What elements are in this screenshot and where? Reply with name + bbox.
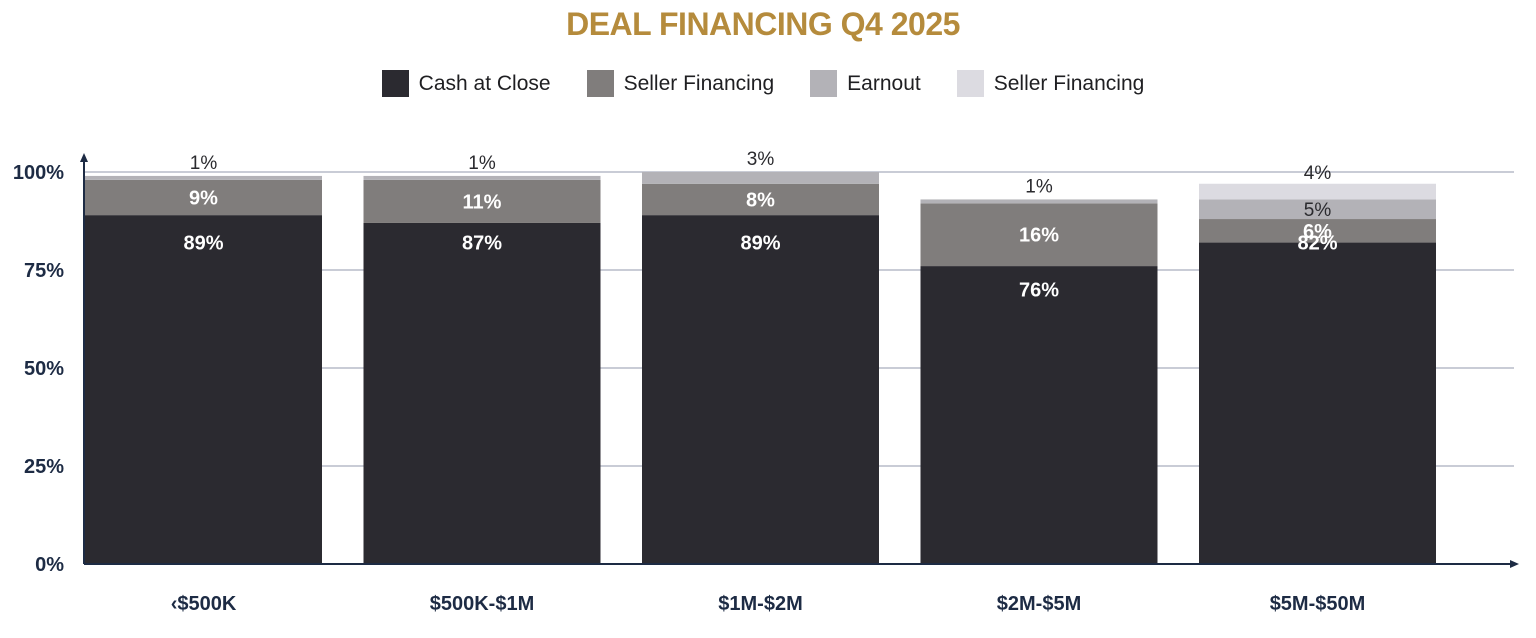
- bar-segment: [920, 199, 1158, 204]
- legend: Cash at Close Seller Financing Earnout Sell…: [0, 70, 1526, 97]
- data-label: 6%: [1303, 221, 1332, 243]
- x-tick-label: ‹$500K: [171, 593, 237, 615]
- legend-label: Cash at Close: [418, 71, 551, 95]
- x-axis-arrow: [1510, 560, 1519, 568]
- data-label: 5%: [1304, 200, 1332, 221]
- legend-swatch: [381, 70, 409, 97]
- data-label: 87%: [462, 233, 502, 255]
- bar-segment: [1199, 242, 1436, 564]
- bar-segment: [363, 175, 601, 180]
- data-label: 1%: [468, 153, 496, 174]
- bar-segment: [642, 183, 879, 216]
- data-label: 1%: [1025, 176, 1053, 197]
- bar-segment: [642, 215, 879, 564]
- legend-swatch: [956, 70, 984, 97]
- y-tick-label: 25%: [24, 456, 64, 478]
- bar-segment: [1199, 183, 1436, 200]
- y-tick-label: 50%: [24, 358, 64, 380]
- data-label: 89%: [183, 233, 223, 255]
- data-label: 9%: [189, 187, 218, 209]
- legend-item: Seller Financing: [586, 70, 775, 97]
- data-label: 16%: [1019, 225, 1059, 247]
- bar-segment: [85, 175, 322, 180]
- legend-swatch: [586, 70, 614, 97]
- data-label: 4%: [1304, 163, 1332, 184]
- bar-segment: [642, 172, 879, 184]
- bar-segment: [363, 179, 601, 223]
- legend-label: Earnout: [847, 71, 921, 95]
- legend-item: Cash at Close: [381, 70, 551, 97]
- legend-label: Seller Financing: [993, 71, 1145, 95]
- bar-segment: [920, 203, 1158, 267]
- legend-item: Seller Financing: [956, 70, 1145, 97]
- legend-item: Earnout: [810, 70, 921, 97]
- legend-swatch: [810, 70, 838, 97]
- y-tick-label: 0%: [35, 554, 64, 576]
- legend-label: Seller Financing: [623, 71, 775, 95]
- y-tick-label: 75%: [24, 260, 64, 282]
- y-tick-label: 100%: [13, 162, 64, 184]
- bar-segment: [1199, 199, 1436, 220]
- data-label: 76%: [1019, 280, 1059, 302]
- data-label: 3%: [747, 149, 775, 170]
- data-label: 1%: [190, 153, 218, 174]
- data-label: 82%: [1297, 233, 1337, 255]
- x-tick-label: $2M-$5M: [997, 593, 1081, 615]
- bar-segment: [363, 222, 601, 564]
- bar-segment: [1199, 219, 1436, 243]
- data-label: 11%: [463, 191, 502, 213]
- y-axis-arrow: [80, 153, 88, 162]
- bar-segment: [85, 179, 322, 216]
- data-label: 89%: [740, 233, 780, 255]
- chart-title: DEAL FINANCING Q4 2025: [566, 6, 960, 42]
- data-label: 8%: [746, 189, 775, 211]
- x-tick-label: $5M-$50M: [1270, 593, 1366, 615]
- bar-segment: [85, 215, 322, 564]
- bar-segment: [920, 266, 1158, 564]
- x-tick-label: $1M-$2M: [718, 593, 802, 615]
- x-tick-label: $500K-$1M: [430, 593, 535, 615]
